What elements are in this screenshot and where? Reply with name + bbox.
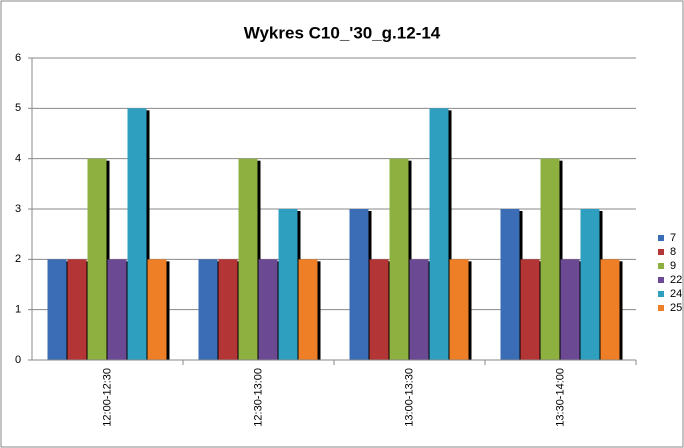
y-tick-label: 4	[15, 153, 21, 165]
x-tick-label: 13:30-14:00	[554, 368, 566, 427]
y-tick-label: 3	[15, 203, 21, 215]
bar	[600, 259, 620, 360]
bar	[278, 209, 298, 360]
bar	[540, 158, 560, 360]
bar	[298, 259, 318, 360]
chart-title: Wykres C10_'30_g.12-14	[244, 23, 441, 42]
bar	[218, 259, 238, 360]
bar	[238, 158, 258, 360]
bar	[580, 209, 600, 360]
x-tick-label: 12:30-13:00	[252, 368, 264, 427]
bar	[560, 259, 580, 360]
y-tick-label: 2	[15, 253, 21, 265]
bar	[349, 209, 369, 360]
bar	[389, 158, 409, 360]
bar	[258, 259, 278, 360]
bar	[520, 259, 540, 360]
bar	[500, 209, 520, 360]
legend-swatch	[658, 277, 664, 283]
legend-label: 25	[670, 302, 682, 314]
bar	[47, 259, 67, 360]
bar	[87, 158, 107, 360]
legend-label: 8	[670, 246, 676, 258]
legend-swatch	[658, 249, 664, 255]
y-tick-label: 6	[15, 52, 21, 64]
y-tick-label: 1	[15, 304, 21, 316]
bar	[147, 259, 167, 360]
bar	[449, 259, 469, 360]
y-tick-label: 0	[15, 354, 21, 366]
bar	[127, 108, 147, 360]
legend-label: 24	[670, 288, 682, 300]
legend-label: 9	[670, 260, 676, 272]
bar	[369, 259, 389, 360]
bar	[198, 259, 218, 360]
x-tick-label: 12:00-12:30	[101, 368, 113, 427]
legend-swatch	[658, 235, 664, 241]
bar	[409, 259, 429, 360]
legend-label: 7	[670, 232, 676, 244]
bar	[429, 108, 449, 360]
legend-swatch	[658, 305, 664, 311]
bar	[67, 259, 87, 360]
legend-swatch	[658, 291, 664, 297]
y-tick-label: 5	[15, 102, 21, 114]
x-tick-label: 13:00-13:30	[403, 368, 415, 427]
legend-swatch	[658, 263, 664, 269]
legend-label: 22	[670, 274, 682, 286]
bar	[107, 259, 127, 360]
